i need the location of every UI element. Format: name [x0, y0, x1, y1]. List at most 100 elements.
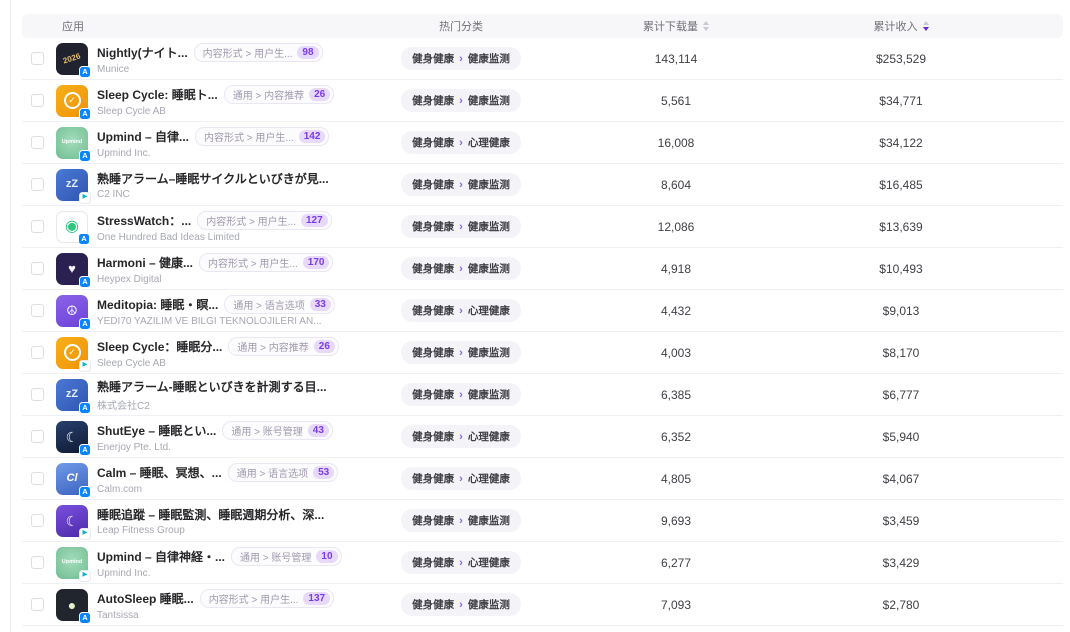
checkbox-cell	[22, 220, 56, 233]
category-main-label: 健身健康	[412, 473, 455, 485]
app-name-link[interactable]: Harmoni – 健康...	[97, 255, 194, 270]
app-name-link[interactable]: Calm – 睡眠、冥想、...	[97, 465, 222, 480]
feature-tag-pill[interactable]: 内容形式 > 用户生... 127	[197, 210, 332, 230]
feature-tag-pill[interactable]: 通用 > 账号管理 43	[222, 420, 333, 440]
app-name-link[interactable]: 熟睡アラーム–睡眠サイクルといびきが見...	[97, 171, 329, 186]
feature-tag-pill[interactable]: 内容形式 > 用户生... 170	[199, 252, 334, 272]
category-pill[interactable]: 健身健康 › 心理健康	[401, 551, 521, 574]
row-checkbox[interactable]	[31, 556, 44, 569]
row-checkbox[interactable]	[31, 514, 44, 527]
app-icon-glyph: 2026	[61, 50, 82, 66]
feature-tag-pill[interactable]: 内容形式 > 用户生... 137	[199, 588, 335, 608]
row-checkbox[interactable]	[31, 472, 44, 485]
chevron-right-icon: ›	[459, 304, 463, 317]
downloads-value: 9,693	[660, 513, 692, 528]
feature-tag-pill[interactable]: 通用 > 账号管理 10	[231, 546, 342, 566]
table-row[interactable]: Cl A Calm – 睡眠、冥想、... 通用 > 语言选项 53 Calm.…	[22, 458, 1063, 500]
table-row[interactable]: ☾ A ShutEye – 睡眠とい... 通用 > 账号管理 43 Enerj…	[22, 416, 1063, 458]
app-icon-glyph: Cl	[66, 472, 78, 484]
table-row[interactable]: Upmind A Upmind – 自律... 内容形式 > 用户生... 14…	[22, 122, 1063, 164]
category-pill[interactable]: 健身健康 › 健康监测	[401, 215, 521, 238]
feature-tag-pill[interactable]: 通用 > 语言选项 33	[224, 294, 335, 314]
developer-name: C2 INC	[97, 188, 130, 200]
row-checkbox[interactable]	[31, 220, 44, 233]
row-checkbox[interactable]	[31, 262, 44, 275]
app-name-link[interactable]: AutoSleep 睡眠...	[97, 591, 194, 606]
feature-tag-pill[interactable]: 通用 > 内容推荐 26	[228, 336, 339, 356]
chevron-right-icon: ›	[459, 388, 463, 401]
category-pill[interactable]: 健身健康 › 心理健康	[401, 299, 521, 322]
table-row[interactable]: 2026 A Nightly(ナイト... 内容形式 > 用户生... 98 M…	[22, 38, 1063, 80]
category-pill[interactable]: 健身健康 › 健康监测	[401, 173, 521, 196]
table-row[interactable]: ☮ A Meditopia: 睡眠・瞑... 通用 > 语言选项 33 YEDI…	[22, 290, 1063, 332]
category-pill[interactable]: 健身健康 › 心理健康	[401, 131, 521, 154]
feature-tag-label: 内容形式 > 用户生...	[206, 216, 296, 228]
row-checkbox[interactable]	[31, 430, 44, 443]
category-pill[interactable]: 健身健康 › 健康监测	[401, 257, 521, 280]
table-row[interactable]: ☾ ▶ 睡眠追蹤 – 睡眠監測、睡眠週期分析、深... Leap Fitness…	[22, 500, 1063, 542]
feature-tag-count-badge: 142	[298, 129, 326, 143]
row-checkbox[interactable]	[31, 304, 44, 317]
app-name-link[interactable]: StressWatch：...	[97, 213, 192, 228]
category-pill[interactable]: 健身健康 › 心理健康	[401, 467, 521, 490]
row-checkbox[interactable]	[31, 136, 44, 149]
feature-tag-pill[interactable]: 内容形式 > 用户生... 98	[193, 42, 323, 62]
category-cell: 健身健康 › 心理健康	[386, 131, 536, 154]
table-row[interactable]: ◉ A StressWatch：... 内容形式 > 用户生... 127 On…	[22, 206, 1063, 248]
feature-tag-count-badge: 26	[313, 339, 335, 353]
row-checkbox[interactable]	[31, 178, 44, 191]
feature-tag-pill[interactable]: 通用 > 内容推荐 26	[223, 84, 335, 104]
category-main-label: 健身健康	[412, 95, 455, 107]
feature-tag-pill[interactable]: 通用 > 语言选项 53	[227, 462, 339, 482]
checkbox-cell	[22, 304, 56, 317]
category-cell: 健身健康 › 健康监测	[386, 47, 536, 70]
row-checkbox[interactable]	[31, 598, 44, 611]
app-name-link[interactable]: Upmind – 自律神経・...	[97, 549, 226, 564]
feature-tag-pill[interactable]: 内容形式 > 用户生... 142	[195, 126, 330, 146]
table-row[interactable]: Upmind ▶ Upmind – 自律神経・... 通用 > 账号管理 10 …	[22, 542, 1063, 584]
row-checkbox[interactable]	[31, 94, 44, 107]
category-pill[interactable]: 健身健康 › 健康监测	[401, 509, 521, 532]
developer-name: YEDI70 YAZILIM VE BILGI TEKNOLOJILERI AN…	[97, 315, 322, 327]
app-cell: ● A AutoSleep 睡眠... 内容形式 > 用户生... 137 Ta…	[56, 588, 386, 624]
table-row[interactable]: ✓ ▶ Sleep Cycle：睡眠分... 通用 > 内容推荐 26 Slee…	[22, 332, 1063, 374]
app-name-link[interactable]: Sleep Cycle: 睡眠ト...	[97, 87, 218, 102]
column-header-revenue[interactable]: 累计收入	[816, 18, 986, 34]
app-name-link[interactable]: ShutEye – 睡眠とい...	[97, 423, 217, 438]
category-pill[interactable]: 健身健康 › 健康监测	[401, 383, 521, 406]
developer-name: Tantsissa	[97, 609, 139, 621]
table-row[interactable]: ♥ A Harmoni – 健康... 内容形式 > 用户生... 170 He…	[22, 248, 1063, 290]
app-name-link[interactable]: 熟睡アラーム-睡眠といびきを計測する目...	[97, 379, 327, 394]
row-checkbox[interactable]	[31, 52, 44, 65]
category-sub-label: 心理健康	[467, 137, 510, 149]
column-header-downloads-label: 累计下载量	[643, 21, 698, 33]
app-name-link[interactable]: 睡眠追蹤 – 睡眠監測、睡眠週期分析、深...	[97, 507, 325, 522]
column-header-downloads[interactable]: 累计下载量	[536, 18, 816, 34]
feature-tag-label: 通用 > 语言选项	[236, 468, 309, 480]
app-name-link[interactable]: Meditopia: 睡眠・瞑...	[97, 297, 219, 312]
feature-tag-count-badge: 43	[307, 423, 329, 437]
category-pill[interactable]: 健身健康 › 健康监测	[401, 341, 521, 364]
app-cell: ✓ ▶ Sleep Cycle：睡眠分... 通用 > 内容推荐 26 Slee…	[56, 336, 386, 372]
app-icon: ☾ ▶	[56, 504, 91, 540]
app-name-link[interactable]: Upmind – 自律...	[97, 129, 190, 144]
table-row[interactable]: zZ ▶ 熟睡アラーム–睡眠サイクルといびきが見... C2 INC 健身健康 …	[22, 164, 1063, 206]
table-row[interactable]: zZ A 熟睡アラーム-睡眠といびきを計測する目... 株式会社C2 健身健康 …	[22, 374, 1063, 416]
checkbox-cell	[22, 136, 56, 149]
table-row[interactable]: ● A AutoSleep 睡眠... 内容形式 > 用户生... 137 Ta…	[22, 584, 1063, 626]
sort-downloads-icon[interactable]	[703, 21, 709, 31]
row-checkbox[interactable]	[31, 388, 44, 401]
category-pill[interactable]: 健身健康 › 心理健康	[401, 425, 521, 448]
app-name-link[interactable]: Nightly(ナイト...	[97, 45, 188, 60]
category-pill[interactable]: 健身健康 › 健康监测	[401, 89, 521, 112]
app-icon-glyph: ☾	[65, 512, 79, 529]
category-cell: 健身健康 › 心理健康	[386, 551, 536, 574]
table-row[interactable]: ✓ A Sleep Cycle: 睡眠ト... 通用 > 内容推荐 26 Sle…	[22, 80, 1063, 122]
sort-revenue-icon[interactable]	[922, 21, 929, 31]
category-pill[interactable]: 健身健康 › 健康监测	[401, 593, 521, 616]
row-checkbox[interactable]	[31, 346, 44, 359]
category-pill[interactable]: 健身健康 › 健康监测	[401, 47, 521, 70]
developer-name: Heypex Digital	[97, 273, 162, 285]
app-name-link[interactable]: Sleep Cycle：睡眠分...	[97, 339, 223, 354]
category-main-label: 健身健康	[412, 557, 455, 569]
